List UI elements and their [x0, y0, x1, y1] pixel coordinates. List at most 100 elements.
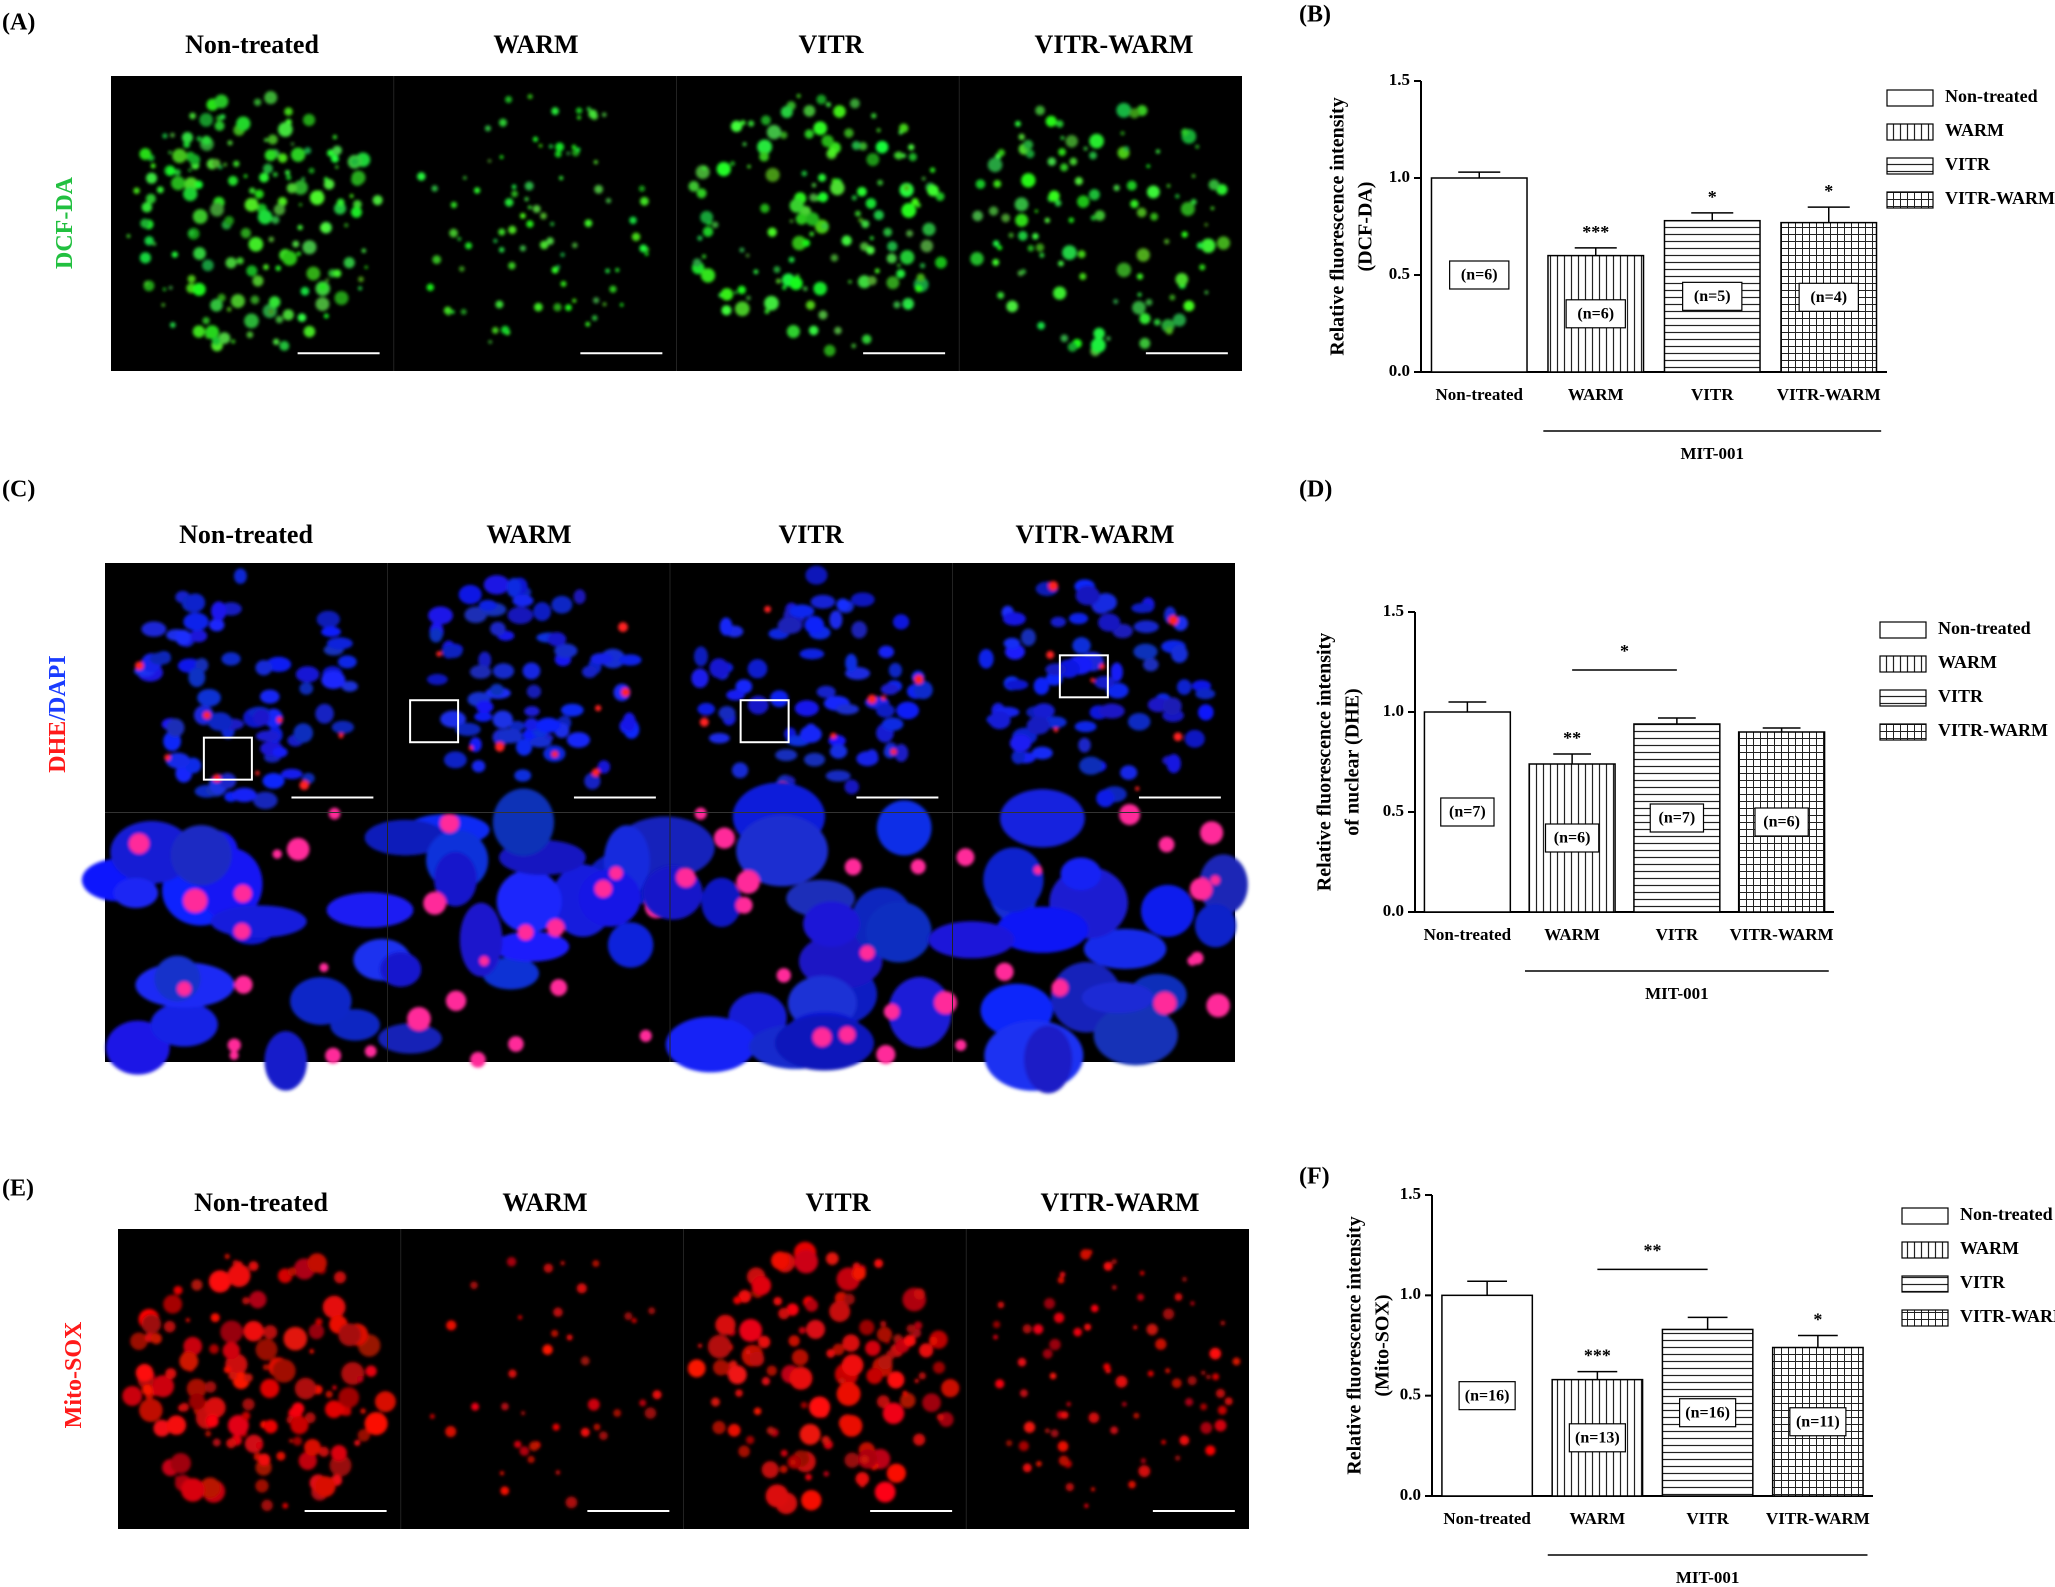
spot — [908, 152, 917, 162]
nucleus — [803, 901, 860, 947]
ros-spot — [407, 1006, 431, 1031]
spot — [1050, 1429, 1059, 1438]
legend-label: VITR-WARM — [1938, 720, 2048, 740]
spot — [364, 265, 368, 269]
spot — [508, 1369, 517, 1378]
spot — [1216, 184, 1228, 195]
spot — [173, 1285, 183, 1295]
ros-spot — [1158, 836, 1175, 853]
nucleus — [622, 712, 636, 732]
n-label: (n=13) — [1575, 1429, 1620, 1446]
spot — [1058, 148, 1066, 156]
ros-spot — [128, 833, 150, 854]
nucleus — [433, 851, 477, 907]
spot — [695, 165, 710, 180]
spot — [330, 1444, 347, 1462]
spot — [542, 1344, 553, 1355]
nucleus — [255, 730, 280, 742]
spot — [457, 237, 462, 241]
spot — [575, 107, 583, 114]
nucleus — [547, 632, 567, 647]
spot — [1074, 177, 1083, 186]
spot — [532, 136, 539, 142]
spot — [702, 254, 706, 259]
spot — [259, 172, 269, 183]
spot — [240, 227, 252, 239]
spot — [902, 1390, 908, 1396]
spot — [576, 147, 581, 152]
spot — [615, 268, 620, 272]
y-axis-label: Relative fluorescence intensity — [1344, 1216, 1366, 1474]
spot — [851, 343, 857, 349]
spot — [451, 310, 455, 314]
spot — [1155, 149, 1160, 154]
spot — [1106, 336, 1111, 341]
spot — [1045, 1428, 1050, 1434]
spot — [272, 172, 278, 177]
spot — [644, 252, 649, 256]
spot — [296, 251, 301, 256]
spot — [519, 245, 527, 252]
spot — [1153, 318, 1161, 326]
spot — [508, 262, 516, 270]
spot — [1088, 1412, 1100, 1424]
spot — [357, 1429, 371, 1442]
spot — [827, 147, 837, 157]
spot — [832, 1343, 845, 1356]
spot — [249, 187, 256, 194]
spot — [933, 1361, 946, 1374]
spot — [817, 192, 829, 203]
spot — [166, 1415, 187, 1435]
spot — [186, 1378, 207, 1399]
spot — [273, 203, 286, 216]
spot — [927, 184, 939, 197]
n-label: (n=11) — [1796, 1413, 1840, 1430]
spot — [911, 198, 919, 206]
nucleus — [290, 977, 352, 1025]
spot — [500, 1486, 510, 1496]
ros-spot — [299, 780, 310, 791]
spot — [773, 1296, 783, 1306]
spot — [771, 1251, 790, 1270]
spot — [874, 1481, 896, 1503]
ros-spot — [1099, 663, 1105, 670]
nucleus — [506, 577, 521, 597]
spot — [315, 297, 330, 312]
spot — [592, 1259, 600, 1268]
spot — [152, 242, 157, 246]
spot — [838, 1377, 845, 1384]
spot — [997, 245, 1003, 251]
spot — [1084, 1323, 1092, 1331]
legend-swatch — [1879, 621, 1927, 639]
ros-spot — [764, 605, 772, 613]
nucleus — [429, 628, 443, 643]
spot — [227, 1263, 251, 1287]
spot — [168, 150, 172, 155]
spot — [711, 221, 719, 229]
spot — [332, 134, 338, 140]
spot — [527, 1455, 535, 1464]
spot — [210, 202, 224, 217]
spot — [882, 1402, 905, 1425]
spot — [698, 1343, 703, 1348]
spot — [1137, 292, 1142, 297]
spot — [560, 280, 567, 287]
spot — [1090, 1487, 1096, 1492]
spot — [181, 132, 193, 144]
spot — [334, 291, 349, 306]
spot — [1023, 1421, 1036, 1433]
spot — [218, 332, 231, 344]
nucleus — [315, 703, 334, 724]
spot — [290, 142, 295, 146]
spot — [702, 166, 706, 170]
nucleus — [1110, 662, 1123, 682]
ros-spot — [867, 694, 877, 704]
spot — [613, 1409, 622, 1417]
x-tick-label: Non-treated — [1436, 385, 1524, 404]
spot — [1017, 1357, 1027, 1367]
spot — [145, 193, 156, 204]
spot — [255, 1479, 269, 1493]
nucleus — [865, 901, 932, 963]
spot — [263, 1325, 278, 1340]
